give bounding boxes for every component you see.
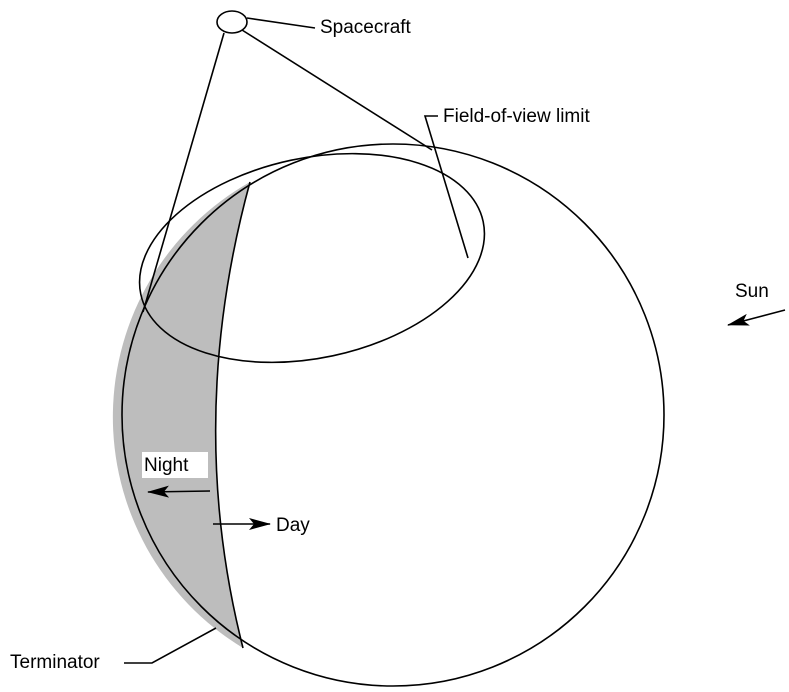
fov-ellipse xyxy=(138,152,486,364)
planet xyxy=(121,143,665,687)
spacecraft-label: Spacecraft xyxy=(320,17,412,38)
night-arrow xyxy=(147,485,211,498)
spacecraft xyxy=(216,10,248,34)
night-label-bg xyxy=(142,452,208,478)
sun-arrow xyxy=(727,309,786,326)
leader-line xyxy=(246,17,316,29)
view-line xyxy=(241,29,433,151)
terminator-label: Terminator xyxy=(10,652,100,673)
night-label: Night xyxy=(144,455,189,476)
leader-line xyxy=(423,115,469,259)
terminator-line xyxy=(214,181,251,649)
night-region xyxy=(112,182,251,648)
sun-label: Sun xyxy=(735,281,769,302)
view-line xyxy=(142,32,225,313)
leader-line xyxy=(124,627,217,664)
fov-label: Field-of-view limit xyxy=(443,106,590,127)
day-label: Day xyxy=(276,515,310,536)
